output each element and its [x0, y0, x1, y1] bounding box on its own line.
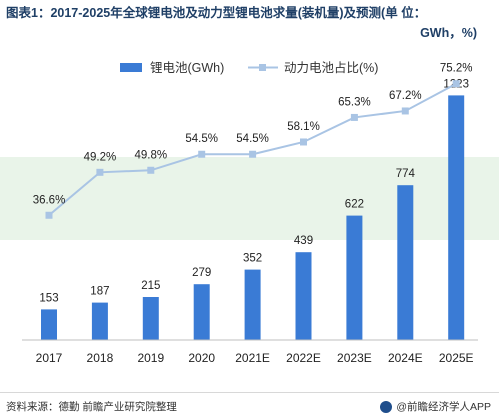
bar-value-label: 352	[243, 253, 262, 265]
x-tick-label: 2020	[188, 351, 215, 365]
bar	[397, 185, 414, 340]
overlay-band	[0, 157, 499, 240]
bar	[193, 284, 210, 340]
line-path	[48, 82, 457, 217]
x-tick-label: 2021E	[235, 351, 270, 365]
line-point	[45, 211, 53, 219]
x-tick-label: 2018	[87, 351, 114, 365]
legend-marker-line	[259, 64, 266, 71]
bar	[142, 297, 159, 340]
bar-value-label: 439	[294, 235, 313, 247]
brand-logo-icon	[380, 400, 393, 413]
brand-text: @前瞻经济学人APP	[396, 401, 491, 413]
x-tick-label: 2025E	[439, 351, 474, 365]
line-value-label: 49.8%	[134, 149, 167, 161]
legend-label-bar: 锂电池(GWh)	[150, 60, 224, 75]
bar-value-label: 187	[90, 286, 109, 298]
line-point	[452, 80, 460, 88]
bar-value-label: 774	[396, 168, 416, 180]
x-tick-label: 2017	[36, 351, 63, 365]
line-value-label: 49.2%	[84, 151, 117, 163]
bar	[244, 269, 261, 340]
chart-area: 锂电池(GWh) 动力电池占比(%) 153 187 215 279 352 439 622 7…	[22, 60, 478, 365]
line-point	[147, 166, 155, 174]
bar	[91, 302, 108, 340]
brand-mark: @前瞻经济学人APP	[380, 399, 491, 414]
line-point	[96, 168, 104, 176]
line-point	[350, 113, 358, 121]
x-axis: 2017 2018 2019 2020 2021E 2022E 2023E 2024E 2025…	[22, 339, 478, 365]
x-tick-label: 2022E	[286, 351, 321, 365]
bar-value-label: 279	[192, 267, 211, 279]
bar	[346, 215, 363, 340]
bar	[448, 95, 465, 341]
line-value-label: 58.1%	[287, 121, 320, 133]
line-point	[249, 150, 257, 158]
chart-title-unit: GWh，%)	[420, 26, 477, 40]
legend-label-line: 动力电池占比(%)	[284, 60, 378, 75]
source-note: 资料来源：德勤 前瞻产业研究院整理	[6, 401, 177, 413]
bar	[41, 309, 57, 340]
bar	[295, 252, 312, 340]
footer: 资料来源：德勤 前瞻产业研究院整理 @前瞻经济学人APP	[0, 392, 499, 419]
legend: 锂电池(GWh) 动力电池占比(%)	[120, 60, 378, 75]
bar-value-label: 622	[345, 199, 364, 211]
line-value-label: 75.2%	[440, 63, 473, 75]
line-point	[198, 150, 206, 158]
legend-swatch-bar	[120, 63, 142, 72]
bar-value-label: 153	[39, 292, 58, 304]
line-series: 36.6% 49.2% 49.8% 54.5% 54.5% 58.1% 65.3% 67.2%…	[33, 63, 473, 219]
line-value-label: 65.3%	[338, 96, 371, 108]
line-value-label: 54.5%	[185, 133, 218, 145]
line-value-label: 36.6%	[33, 194, 66, 206]
bar-series: 1531872152793524396227741223	[39, 78, 469, 341]
bar-value-label: 215	[141, 280, 160, 292]
x-tick-label: 2024E	[388, 351, 423, 365]
x-tick-label: 2019	[137, 351, 164, 365]
chart-title: 图表1：2017-2025年全球锂电池及动力型锂电池求量(装机量)及预测(单 位…	[6, 6, 427, 20]
line-value-label: 54.5%	[236, 133, 269, 145]
line-point	[300, 138, 307, 146]
line-point	[401, 107, 409, 115]
line-value-label: 67.2%	[389, 90, 422, 102]
x-tick-label: 2023E	[337, 351, 372, 365]
